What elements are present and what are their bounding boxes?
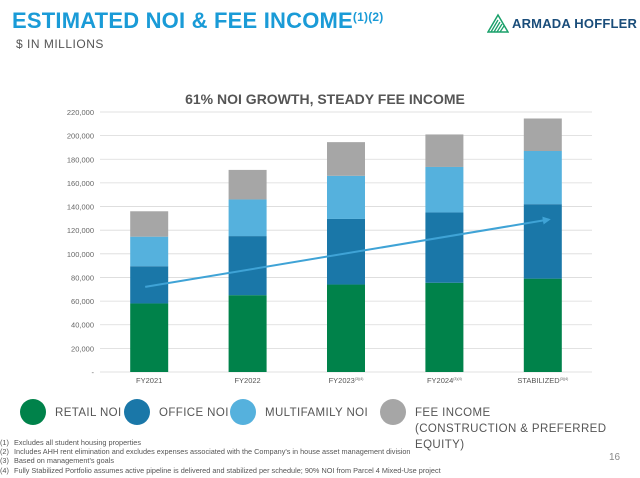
legend-swatch-multifamily-noi bbox=[230, 399, 256, 425]
y-tick-label: 120,000 bbox=[67, 226, 94, 235]
chart-legend: RETAIL NOI OFFICE NOI MULTIFAMILY NOI FE… bbox=[0, 399, 640, 451]
y-axis-tick-labels: - 20,000 40,000 60,000 80,000 100,000 120,000 1… bbox=[67, 108, 95, 377]
y-tick-label: 60,000 bbox=[71, 297, 94, 306]
legend-label-office-noi: OFFICE NOI bbox=[159, 407, 229, 419]
y-tick-label: 180,000 bbox=[67, 155, 94, 164]
x-tick-label: STABILIZED(3)(4) bbox=[517, 376, 568, 385]
bar-segment-fee-income bbox=[523, 118, 562, 151]
footnote-number: (1) bbox=[0, 438, 9, 447]
bar-segment-fee-income bbox=[425, 134, 464, 167]
footnote-number: (4) bbox=[0, 465, 9, 475]
bar-segment-office-noi bbox=[228, 236, 267, 296]
footnote: (2) Includes AHH rent elimination and exc… bbox=[0, 447, 441, 456]
x-tick-label: FY2023(3)(4) bbox=[329, 376, 364, 385]
page-title: ESTIMATED NOI & FEE INCOME(1)(2) bbox=[12, 8, 383, 34]
trend-line bbox=[145, 216, 551, 288]
legend-item-retail-noi: RETAIL NOI bbox=[20, 399, 122, 425]
y-tick-label: - bbox=[92, 368, 95, 377]
y-tick-label: 100,000 bbox=[67, 250, 94, 259]
footnote: (4) Fully Stabilized Portfolio assumes ac… bbox=[0, 466, 441, 475]
footnote-text: Fully Stabilized Portfolio assumes activ… bbox=[14, 465, 441, 475]
bar-segment-multifamily-noi bbox=[130, 236, 169, 267]
y-tick-label: 220,000 bbox=[67, 108, 94, 117]
company-logo: ARMADA HOFFLER bbox=[487, 13, 637, 33]
bar-segment-multifamily-noi bbox=[327, 175, 365, 219]
page-title-text: ESTIMATED NOI & FEE INCOME bbox=[12, 8, 353, 33]
page-title-footnote-ref: (1)(2) bbox=[352, 10, 384, 24]
legend-label-fee-income-line2: (CONSTRUCTION & PREFERRED EQUITY) bbox=[415, 423, 607, 451]
legend-label-fee-income: FEE INCOME (CONSTRUCTION & PREFERRED EQUI… bbox=[415, 405, 640, 453]
footnote-text: Includes AHH rent elimination and exclud… bbox=[14, 447, 411, 457]
y-tick-label: 200,000 bbox=[67, 132, 94, 141]
y-tick-label: 40,000 bbox=[71, 321, 94, 330]
x-tick-label: FY2021 bbox=[136, 376, 162, 385]
bar-segment-retail-noi bbox=[425, 282, 464, 372]
bar-segment-fee-income bbox=[130, 211, 169, 237]
legend-item-multifamily-noi: MULTIFAMILY NOI bbox=[230, 399, 368, 425]
x-tick-label: FY2024(3)(4) bbox=[427, 376, 462, 385]
legend-item-fee-income: FEE INCOME (CONSTRUCTION & PREFERRED EQUI… bbox=[380, 399, 640, 453]
footnote: (1) Excludes all student housing properti… bbox=[0, 438, 441, 447]
chart-title: 61% NOI GROWTH, STEADY FEE INCOME bbox=[185, 91, 465, 107]
armada-hoffler-logo-icon bbox=[487, 13, 509, 33]
legend-label-fee-income-line1: FEE INCOME bbox=[415, 407, 491, 419]
footnote: (3) Based on management's goals bbox=[0, 456, 441, 465]
y-tick-label: 80,000 bbox=[71, 273, 94, 282]
footnotes: (1) Excludes all student housing properti… bbox=[0, 438, 441, 475]
footnote-text: Based on management's goals bbox=[14, 456, 114, 466]
company-logo-text: ARMADA HOFFLER bbox=[512, 15, 638, 31]
bar-segment-retail-noi bbox=[523, 278, 562, 372]
y-tick-label: 20,000 bbox=[71, 344, 94, 353]
footnote-number: (2) bbox=[0, 447, 9, 457]
legend-label-multifamily-noi: MULTIFAMILY NOI bbox=[265, 407, 369, 419]
y-tick-label: 140,000 bbox=[67, 203, 94, 212]
bar-segment-office-noi bbox=[523, 204, 562, 279]
bar-segment-retail-noi bbox=[228, 295, 267, 372]
bar-segment-retail-noi bbox=[327, 284, 365, 372]
bar-segment-multifamily-noi bbox=[425, 166, 464, 213]
legend-swatch-office-noi bbox=[124, 399, 150, 425]
legend-label-retail-noi: RETAIL NOI bbox=[55, 407, 122, 419]
stacked-bar-chart: 61% NOI GROWTH, STEADY FEE INCOME - 20,00… bbox=[67, 91, 592, 385]
bar-segment-fee-income bbox=[228, 169, 267, 200]
page-subtitle: $ IN MILLIONS bbox=[16, 37, 104, 51]
bar-segment-multifamily-noi bbox=[523, 151, 562, 205]
bar-segment-multifamily-noi bbox=[228, 199, 267, 237]
bar-segment-office-noi bbox=[425, 212, 464, 283]
y-tick-label: 160,000 bbox=[67, 179, 94, 188]
legend-swatch-retail-noi bbox=[20, 399, 46, 425]
legend-item-office-noi: OFFICE NOI bbox=[124, 399, 229, 425]
legend-swatch-fee-income bbox=[380, 399, 406, 425]
chart-bars bbox=[130, 118, 562, 372]
bar-segment-fee-income bbox=[327, 142, 365, 176]
footnote-number: (3) bbox=[0, 456, 9, 466]
trend-arrow bbox=[145, 216, 551, 288]
x-axis-tick-labels: FY2021 FY2022 FY2023(3)(4) FY2024(3)(4) STAB… bbox=[136, 376, 568, 385]
bar-segment-retail-noi bbox=[130, 303, 169, 372]
x-tick-label: FY2022 bbox=[234, 376, 260, 385]
page-number: 16 bbox=[609, 452, 621, 463]
footnote-text: Excludes all student housing properties bbox=[14, 438, 141, 447]
